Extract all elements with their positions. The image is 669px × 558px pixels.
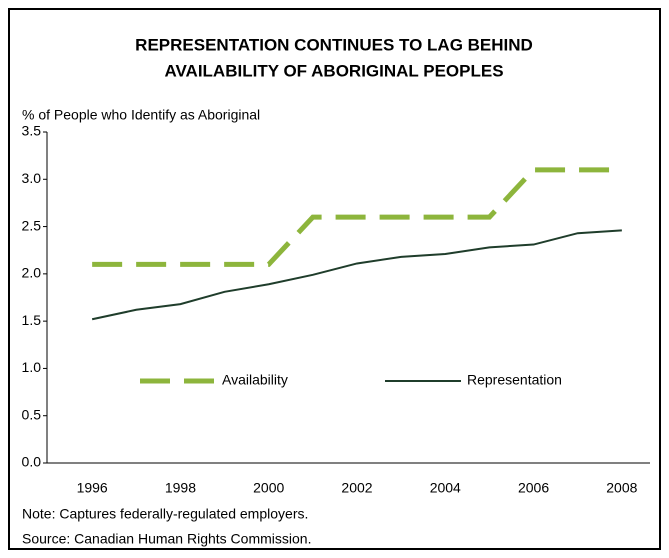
x-tick-label: 2002 [341, 480, 372, 496]
y-tick-label: 0.5 [22, 406, 42, 422]
y-tick-label: 1.0 [22, 359, 42, 375]
x-tick-label: 1998 [165, 480, 196, 496]
series-line [92, 167, 622, 267]
y-tick-label: 1.5 [22, 312, 42, 328]
y-axis-label: % of People who Identify as Aboriginal [22, 107, 260, 123]
chart-title: REPRESENTATION CONTINUES TO LAG BEHIND [135, 35, 533, 54]
note: Source: Canadian Human Rights Commission… [22, 531, 311, 547]
y-tick-label: 2.0 [22, 265, 42, 281]
y-tick-label: 0.0 [22, 454, 42, 470]
x-tick-label: 2006 [518, 480, 549, 496]
y-tick-label: 3.5 [22, 123, 42, 139]
x-tick-label: 1996 [77, 480, 108, 496]
frame [8, 8, 661, 550]
y-tick-label: 3.0 [22, 170, 42, 186]
x-tick-label: 2004 [430, 480, 461, 496]
legend-label: Representation [467, 372, 562, 388]
series-line [91, 229, 622, 321]
x-tick-label: 2008 [606, 480, 637, 496]
note: Note: Captures federally-regulated emplo… [22, 506, 308, 522]
legend-label: Availability [222, 372, 288, 388]
x-tick-label: 2000 [253, 480, 284, 496]
chart-title: AVAILABILITY OF ABORIGINAL PEOPLES [164, 61, 503, 80]
y-tick-label: 2.5 [22, 217, 42, 233]
